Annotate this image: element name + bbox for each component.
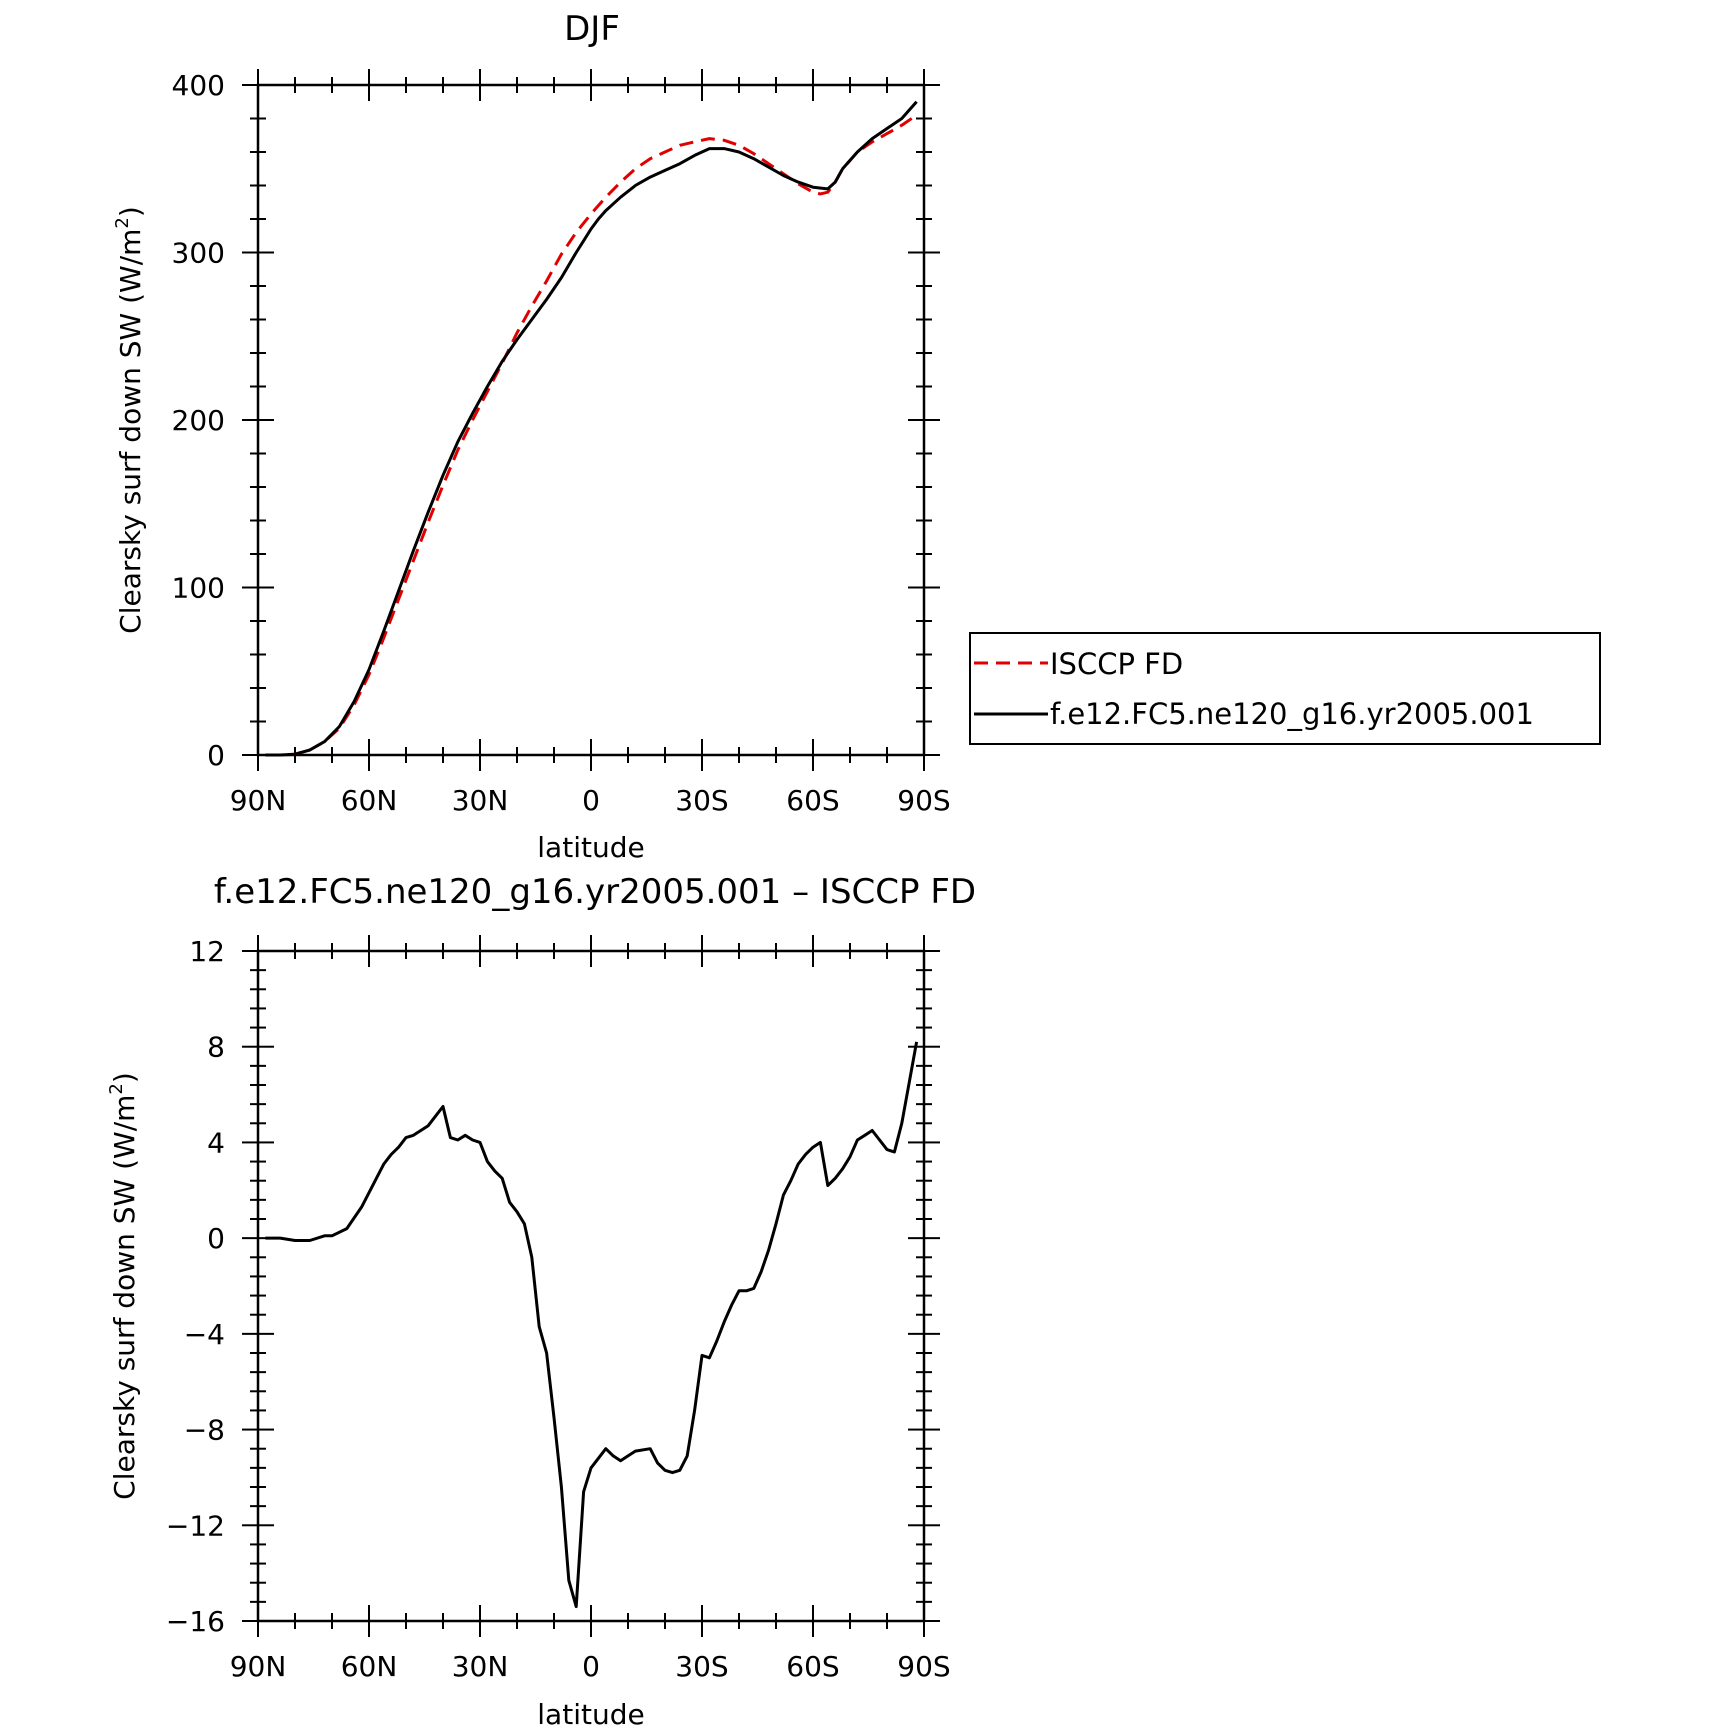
bottom-panel-x-tick-label: 60N	[341, 1650, 398, 1683]
top-panel-x-tick-label: 30S	[675, 784, 728, 817]
legend-label-model: f.e12.FC5.ne120_g16.yr2005.001	[1050, 697, 1534, 731]
bottom-panel-y-tick-label: 12	[189, 935, 225, 968]
top-panel-y-tick-labels: 0 100 200 300 400	[172, 69, 225, 772]
top-panel-x-tick-label: 60S	[786, 784, 839, 817]
top-panel-x-tick-labels: 90N 60N 30N 0 30S 60S 90S	[230, 784, 951, 817]
bottom-panel-y-tick-label: 4	[207, 1126, 225, 1159]
bottom-panel-x-tick-labels: 90N 60N 30N 0 30S 60S 90S	[230, 1650, 951, 1683]
top-panel-y-tick-label: 0	[207, 739, 225, 772]
bottom-panel-x-tick-label: 90N	[230, 1650, 287, 1683]
bottom-panel-y-axis-label-close: )	[108, 1072, 141, 1083]
bottom-panel-y-tick-label: −12	[166, 1509, 225, 1542]
top-panel-series-line-isccp	[265, 113, 918, 757]
bottom-panel-y-axis-label-sup: 2	[106, 1083, 127, 1094]
legend-box	[969, 632, 1601, 745]
top-panel-series-lines	[265, 100, 918, 757]
bottom-panel-title: f.e12.FC5.ne120_g16.yr2005.001 – ISCCP F…	[214, 872, 976, 912]
legend-label-isccp: ISCCP FD	[1050, 647, 1183, 681]
top-panel-y-axis-label-sup: 2	[112, 217, 133, 228]
bottom-panel-y-tick-label: −4	[184, 1318, 225, 1351]
top-panel-y-tick-label: 400	[172, 69, 225, 102]
top-panel-title: DJF	[564, 9, 620, 49]
bottom-panel-ticks	[242, 935, 940, 1637]
top-panel-plot-frame	[256, 83, 926, 757]
top-panel-x-tick-label: 30N	[452, 784, 509, 817]
bottom-panel-plot-frame	[256, 949, 926, 1623]
bottom-panel-x-tick-label: 60S	[786, 1650, 839, 1683]
bottom-panel-y-tick-label: −16	[166, 1605, 225, 1638]
top-panel-y-tick-label: 100	[172, 572, 225, 605]
bottom-panel: f.e12.FC5.ne120_g16.yr2005.001 – ISCCP F…	[106, 872, 976, 1731]
bottom-panel-series-line-difference	[265, 1041, 919, 1609]
top-panel-ticks	[242, 69, 940, 771]
top-panel-y-tick-label: 300	[172, 237, 225, 270]
top-panel-y-axis-label-main: Clearsky surf down SW (W/m	[114, 229, 147, 634]
bottom-panel-y-tick-label: −8	[184, 1414, 225, 1447]
bottom-panel-x-tick-label: 90S	[897, 1650, 950, 1683]
bottom-panel-x-tick-label: 30S	[675, 1650, 728, 1683]
bottom-panel-y-tick-label: 8	[207, 1031, 225, 1064]
top-panel-y-tick-label: 200	[172, 404, 225, 437]
top-panel-x-tick-label: 90N	[230, 784, 287, 817]
top-panel-series-line-model	[265, 100, 918, 757]
top-panel-x-tick-label: 90S	[897, 784, 950, 817]
bottom-panel-y-axis-label: Clearsky surf down SW (W/m2)	[106, 1072, 141, 1500]
bottom-panel-y-tick-labels: −16 −12 −8 −4 0 4 8 12	[166, 935, 225, 1638]
top-panel-x-axis-label: latitude	[537, 831, 644, 864]
bottom-panel-y-tick-label: 0	[207, 1222, 225, 1255]
bottom-panel-series-lines	[265, 1041, 919, 1609]
bottom-panel-x-axis-label: latitude	[537, 1698, 644, 1731]
top-panel: DJF 0 100 200 300 400 90N 60N 30N 0 30S 60S 90S la…	[112, 9, 951, 864]
legend: ISCCP FD f.e12.FC5.ne120_g16.yr2005.001	[969, 632, 1601, 745]
top-panel-y-axis-label-close: )	[114, 206, 147, 217]
bottom-panel-x-tick-label: 0	[582, 1650, 600, 1683]
top-panel-y-axis-label: Clearsky surf down SW (W/m2)	[112, 206, 147, 634]
top-panel-x-tick-label: 0	[582, 784, 600, 817]
top-panel-x-tick-label: 60N	[341, 784, 398, 817]
bottom-panel-x-tick-label: 30N	[452, 1650, 509, 1683]
bottom-panel-y-axis-label-main: Clearsky surf down SW (W/m	[108, 1095, 141, 1500]
